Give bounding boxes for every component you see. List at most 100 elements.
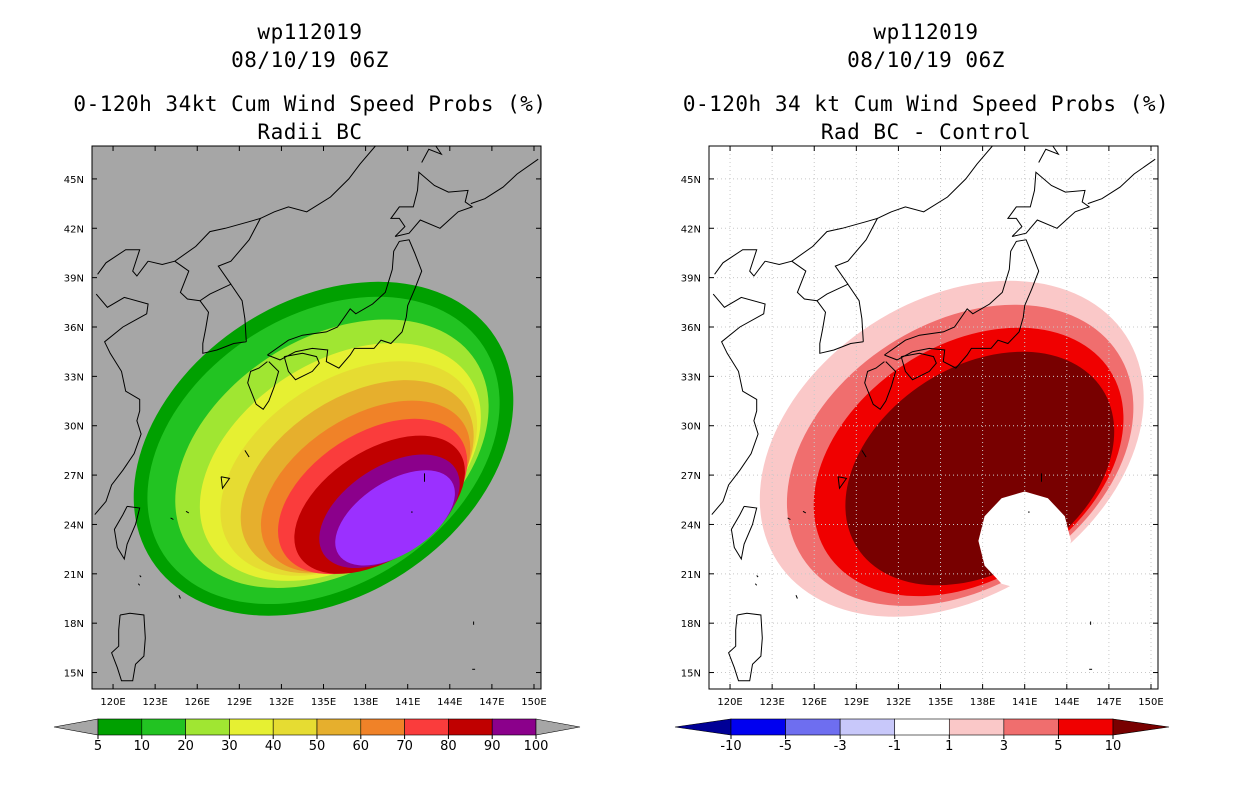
coastline [267,239,423,369]
colorbar-label: 100 [524,739,549,754]
colorbar-label: 80 [440,739,457,754]
colorbar-cell [404,718,449,736]
y-tick-label: 33N [64,372,84,383]
coastline [111,612,146,682]
colorbar-arrow-high [535,718,581,736]
colorbar-cell [785,718,841,736]
colorbar-label: 10 [134,739,151,754]
coastline [421,146,443,163]
colorbar-cell [894,718,950,736]
colorbar-label: 30 [221,739,238,754]
coastline [864,361,897,411]
colorbar-cell [839,718,896,736]
x-tick-label: 120E [717,697,742,708]
y-tick-label: 21N [64,570,84,581]
left-datetime: 08/10/19 06Z [231,48,389,72]
x-tick-label: 138E [353,697,378,708]
right-panel: 120E 123E 126E 129E 132E 135E 138E 141E 144E 147E… [674,145,1170,754]
x-tick-label: 147E [1096,697,1121,708]
colorbar-cell [448,718,493,736]
probability-field [709,146,1158,689]
y-tick-label: 27N [681,471,701,482]
colorbar-label: -10 [720,739,741,754]
coastline [260,146,376,219]
y-tick-label: 45N [681,175,701,186]
colorbar-label: 10 [1105,739,1122,754]
coastline [199,283,247,354]
right-chart-subtitle: Rad BC - Control [820,120,1032,144]
x-tick-label: 126E [802,697,827,708]
coastline [137,583,141,586]
colorbar-cell [141,718,186,736]
y-tick-label: 15N [681,669,701,680]
coastline [711,293,766,515]
coastline [1038,146,1060,163]
x-tick-label: 132E [269,697,294,708]
colorbar-label: 20 [177,739,194,754]
y-tick-label: 39N [681,274,701,285]
colorbar-label: 50 [309,739,326,754]
colorbar-cell [1003,718,1059,736]
coastline [790,217,879,302]
coastline [1006,171,1091,237]
plot-frame [708,145,1159,690]
x-tick-label: 135E [928,697,953,708]
coastline [220,476,231,490]
coastline [754,583,758,586]
x-tick-label: 141E [1012,697,1037,708]
x-tick-label: 123E [759,697,784,708]
right-title-block: wp112019 08/10/19 06Z 0-120h 34 kt Cum W… [656,18,1196,146]
coastline [884,239,1040,369]
coastline [787,517,791,520]
colorbar-cell [360,718,405,736]
colorbar-label: 60 [353,739,370,754]
y-tick-label: 30N [681,422,701,433]
zero-change-area [978,491,1071,591]
colorbar-label: -3 [834,739,847,754]
colorbar-label: 70 [396,739,413,754]
y-tick-label: 21N [681,570,701,581]
y-tick-label: 42N [681,224,701,235]
y-tick-label: 18N [681,619,701,630]
right-datetime: 08/10/19 06Z [847,48,1005,72]
coastline [730,505,758,561]
left-panel: 120E 123E 126E 129E 132E 135E 138E 141E 144E 147E… [53,145,581,754]
x-tick-label: 144E [437,697,462,708]
x-tick-label: 129E [227,697,252,708]
colorbar-label: 1 [945,739,953,754]
coastline [283,352,320,381]
coastline [795,595,798,599]
colorbar-cell [272,718,318,736]
colorbar-cell [948,718,1005,736]
y-tick-label: 18N [64,619,84,630]
right-chart-title: 0-120h 34 kt Cum Wind Speed Probs (%) [682,92,1170,116]
right-storm-id: wp112019 [873,20,979,44]
colorbar-label: 5 [94,739,102,754]
y-tick-label: 27N [64,471,84,482]
coastline [139,575,142,578]
coastline [389,171,474,237]
colorbar-label: -5 [779,739,792,754]
y-tick-label: 36N [681,323,701,334]
colorbar-label: 40 [265,739,282,754]
x-tick-label: 123E [142,697,167,708]
plot-frame [91,145,542,690]
colorbar-cell [185,718,230,736]
x-tick-label: 150E [521,697,546,708]
coastline [173,217,262,302]
colorbar-arrow-high [1112,718,1170,736]
y-tick-label: 39N [64,274,84,285]
probability-field [94,146,539,682]
y-tick-label: 33N [681,372,701,383]
coastline [728,612,763,682]
y-tick-label: 30N [64,422,84,433]
colorbar-label: 5 [1054,739,1062,754]
colorbar: -10 -5 -3 -1 1 3 5 10 [674,718,1170,754]
colorbar-cell [491,718,537,736]
coastline [764,260,792,266]
left-chart-title: 0-120h 34kt Cum Wind Speed Probs (%) [73,92,547,116]
coastline [170,517,174,520]
coastline [877,146,993,219]
coastline [244,450,250,458]
